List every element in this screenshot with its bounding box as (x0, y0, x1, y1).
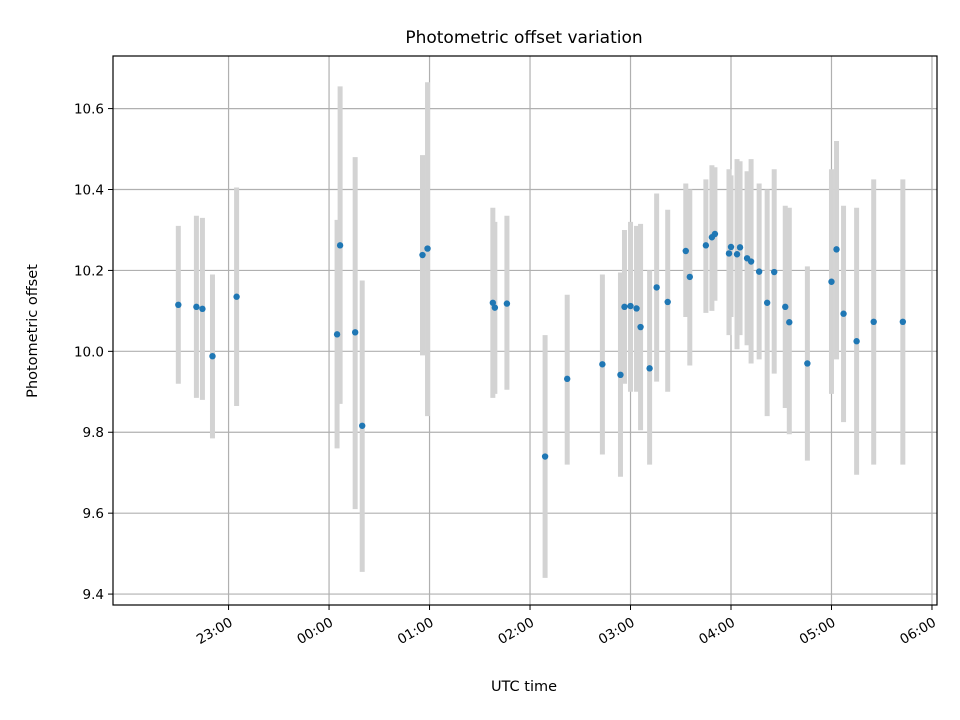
data-point (899, 318, 907, 326)
data-point (828, 278, 835, 285)
data-point (853, 338, 860, 345)
data-point (682, 247, 689, 255)
data-point (747, 258, 755, 265)
chart-title: Photometric offset variation (405, 28, 642, 48)
data-point (637, 323, 644, 331)
x-tick-label: 04:00 (696, 615, 738, 648)
y-tick-label: 9.4 (83, 587, 104, 603)
x-tick-label: 03:00 (596, 615, 638, 648)
x-tick-label: 01:00 (395, 615, 437, 648)
data-point (209, 352, 216, 360)
data-point (633, 305, 640, 312)
data-point (599, 361, 606, 368)
x-tick-label: 00:00 (294, 615, 336, 648)
data-point (333, 331, 341, 338)
x-axis-ticks: 23:00 00:00 01:00 02:00 03:00 04:00 05:00 06:00 (194, 605, 939, 648)
data-point (702, 242, 710, 249)
y-tick-label: 10.6 (74, 102, 104, 118)
y-tick-label: 9.8 (83, 425, 104, 441)
data-points (175, 230, 907, 460)
data-point (351, 329, 359, 336)
data-point (564, 375, 571, 383)
data-point (233, 293, 240, 300)
data-point (503, 300, 511, 307)
data-point (491, 304, 499, 311)
x-tick-label: 06:00 (897, 615, 939, 648)
data-point (786, 319, 793, 326)
data-point (870, 318, 877, 326)
data-point (833, 246, 840, 253)
y-tick-label: 9.6 (83, 506, 104, 522)
plot-frame (112, 55, 938, 606)
data-point (193, 303, 200, 311)
x-tick-label: 05:00 (797, 615, 839, 648)
data-point (627, 302, 634, 310)
data-point (617, 371, 624, 379)
data-point (771, 268, 778, 276)
y-tick-label: 10.2 (74, 263, 104, 279)
data-point (419, 251, 426, 259)
data-point (175, 301, 182, 309)
data-point (646, 365, 653, 372)
data-point (489, 299, 497, 306)
data-point (664, 298, 671, 306)
data-point (727, 243, 735, 251)
error-bars (175, 82, 906, 578)
data-point (686, 273, 693, 281)
x-tick-label: 02:00 (495, 615, 537, 648)
y-axis-ticks: 9.4 9.6 9.8 10.0 10.2 10.4 10.6 (74, 102, 113, 603)
data-point (840, 310, 847, 317)
data-point (736, 244, 744, 251)
x-axis-label: UTC time (491, 679, 557, 695)
data-point (755, 268, 763, 275)
x-tick-label: 23:00 (194, 615, 236, 648)
data-point (763, 299, 771, 306)
data-point (725, 250, 733, 257)
data-point (199, 305, 206, 313)
y-tick-label: 10.4 (74, 183, 104, 199)
data-point (711, 230, 719, 238)
data-point (782, 303, 789, 311)
data-point (804, 360, 811, 367)
data-point (621, 303, 628, 311)
data-point (541, 453, 549, 460)
data-point (733, 251, 741, 258)
data-point (359, 422, 366, 429)
data-point (653, 284, 660, 291)
data-point (424, 245, 431, 252)
y-tick-label: 10.0 (74, 344, 104, 360)
data-point (336, 242, 344, 249)
y-axis-label: Photometric offset (25, 264, 41, 398)
